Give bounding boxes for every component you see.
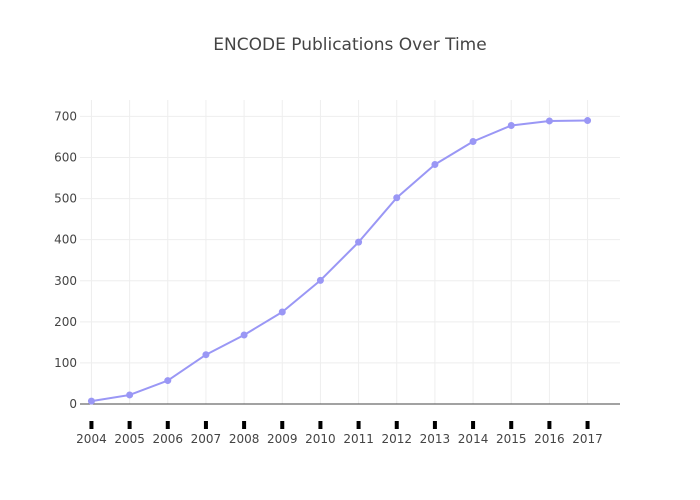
- x-tick-mark: [165, 421, 170, 429]
- y-tick-label: 300: [54, 274, 77, 288]
- x-tick-label: 2013: [420, 432, 451, 446]
- x-tick-label: 2015: [496, 432, 527, 446]
- x-tick-label: 2017: [572, 432, 603, 446]
- x-tick-mark: [471, 421, 476, 429]
- y-tick-label: 0: [69, 397, 77, 411]
- data-point: [545, 117, 553, 125]
- x-tick-mark: [318, 421, 323, 429]
- y-tick-label: 200: [54, 315, 77, 329]
- x-tick-label: 2009: [267, 432, 298, 446]
- x-tick-mark: [127, 421, 132, 429]
- data-point: [431, 160, 439, 168]
- y-tick-label: 600: [54, 151, 77, 165]
- x-tick-mark: [394, 421, 399, 429]
- x-tick-mark: [585, 421, 590, 429]
- data-point: [507, 121, 515, 129]
- y-tick-labels: 0 100 200 300 400 500 600 700: [54, 109, 77, 411]
- y-tick-label: 100: [54, 356, 77, 370]
- x-tick-label: 2004: [76, 432, 107, 446]
- chart-title: ENCODE Publications Over Time: [213, 35, 486, 55]
- x-tick-label: 2008: [229, 432, 260, 446]
- y-tick-label: 700: [54, 109, 77, 123]
- x-tick-mark: [89, 421, 94, 429]
- x-tick-marks: [89, 421, 590, 429]
- data-point: [164, 377, 172, 385]
- x-tick-label: 2007: [191, 432, 222, 446]
- data-point: [316, 276, 324, 284]
- x-tick-label: 2016: [534, 432, 565, 446]
- data-point: [469, 137, 477, 145]
- x-tick-mark: [242, 421, 247, 429]
- y-tick-label: 500: [54, 192, 77, 206]
- x-tick-label: 2010: [305, 432, 336, 446]
- data-point: [278, 308, 286, 316]
- data-point: [355, 238, 363, 246]
- x-tick-mark: [547, 421, 552, 429]
- data-point: [126, 391, 134, 399]
- data-point: [584, 117, 592, 125]
- x-tick-label: 2006: [153, 432, 184, 446]
- data-point: [202, 351, 210, 359]
- x-tick-label: 2011: [343, 432, 374, 446]
- data-point: [240, 331, 248, 339]
- x-tick-mark: [356, 421, 361, 429]
- x-tick-labels: 2004 2005 2006 2007 2008 2009 2010 2011 2012 2013…: [76, 432, 603, 446]
- x-tick-label: 2014: [458, 432, 489, 446]
- x-tick-label: 2012: [381, 432, 412, 446]
- series-line: [91, 119, 588, 403]
- x-tick-mark: [280, 421, 285, 429]
- series-layer: [87, 117, 592, 405]
- x-tick-label: 2005: [114, 432, 145, 446]
- x-tick-mark: [432, 421, 437, 429]
- grid-layer: [80, 100, 620, 404]
- data-point: [87, 397, 95, 405]
- y-tick-label: 400: [54, 233, 77, 247]
- data-point: [393, 194, 401, 202]
- x-tick-mark: [509, 421, 514, 429]
- x-tick-mark: [203, 421, 208, 429]
